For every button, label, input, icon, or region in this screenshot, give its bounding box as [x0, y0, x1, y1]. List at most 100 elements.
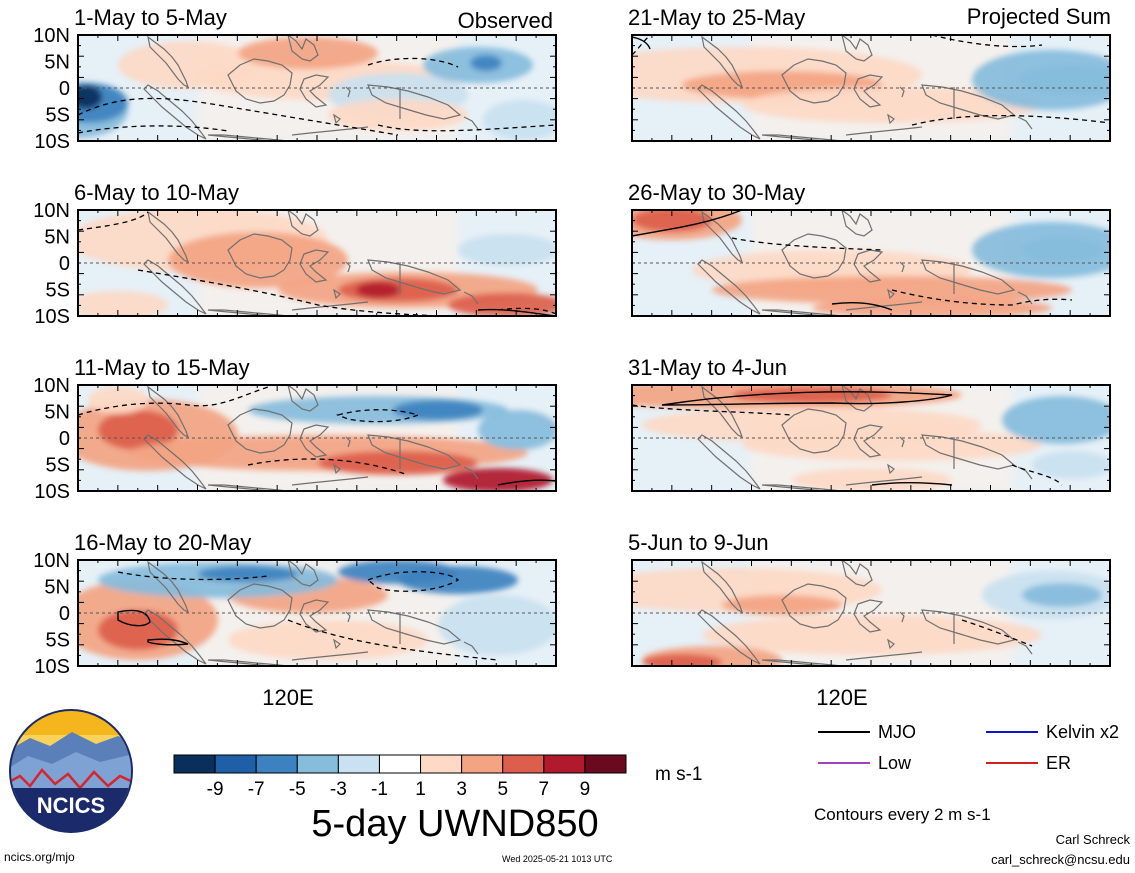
- mjo-contour: [831, 301, 893, 311]
- dashed-contour: [335, 409, 420, 423]
- panel-title: 16-May to 20-May: [74, 530, 251, 555]
- lat-label: 0: [59, 78, 70, 100]
- colorbar-segment: [255, 754, 298, 774]
- colorbar-tick-label: -5: [289, 779, 306, 800]
- lon-label-right: 120E: [816, 685, 867, 710]
- legend-label: ER: [1046, 753, 1071, 773]
- map-panel-projected-4: [631, 559, 1111, 667]
- panel-title: 26-May to 30-May: [628, 180, 805, 205]
- lat-label: 5S: [46, 630, 70, 652]
- dashed-contour: [78, 97, 399, 136]
- colorbar-segment: [420, 754, 463, 774]
- shading: [632, 47, 1110, 123]
- map-panel-observed-4: [77, 559, 557, 667]
- map-panel-projected-2: [631, 209, 1111, 317]
- colorbar-tick-label: 3: [456, 779, 467, 800]
- panel-title: 31-May to 4-Jun: [628, 355, 787, 380]
- map-panel-observed-2: [77, 209, 557, 317]
- colorbar-segment: [378, 754, 422, 774]
- lat-label: 10S: [34, 481, 70, 503]
- mjo-contour: [117, 609, 151, 627]
- lat-label: 5S: [46, 105, 70, 127]
- panel-title: 6-May to 10-May: [74, 180, 239, 205]
- map-panel-observed-1: [77, 34, 557, 142]
- footer-credits: Carl Schreck carl_schreck@ncsu.edu: [991, 830, 1130, 870]
- colorbar-tick-label: 5: [497, 779, 508, 800]
- dashed-contour: [377, 124, 556, 132]
- panel-title: 21-May to 25-May: [628, 5, 805, 30]
- dashed-contour: [632, 404, 793, 416]
- dashed-contour: [632, 35, 653, 56]
- dashed-contour: [287, 619, 499, 661]
- colorbar-segment: [502, 754, 545, 774]
- lat-label: 10N: [33, 25, 70, 47]
- footer-url: ncics.org/mjo: [4, 850, 75, 864]
- lat-label: 10N: [33, 200, 70, 222]
- lon-label-left: 120E: [262, 685, 313, 710]
- dashed-contour: [891, 289, 1073, 306]
- map-panel-observed-3: [77, 384, 557, 492]
- footer-email: carl_schreck@ncsu.edu: [991, 852, 1130, 867]
- footer-author: Carl Schreck: [1055, 832, 1130, 847]
- shading: [78, 386, 556, 491]
- legend-label: MJO: [878, 722, 916, 742]
- ncics-logo: NCICS: [9, 709, 133, 833]
- mjo-contour: [497, 479, 556, 486]
- colorbar-units: m s-1: [655, 764, 703, 785]
- colorbar-tick-label: -7: [248, 779, 265, 800]
- lat-label: 0: [59, 253, 70, 275]
- panel-title: 11-May to 15-May: [74, 355, 250, 380]
- shading: [632, 568, 1110, 666]
- colorbar-segment: [214, 754, 257, 774]
- colorbar-tick-label: -1: [371, 779, 388, 800]
- legend-label: Low: [878, 753, 912, 773]
- lat-label: 0: [59, 428, 70, 450]
- colorbar-segment: [461, 754, 504, 774]
- colorbar-tick-label: 1: [415, 779, 426, 800]
- lat-label: 5S: [46, 280, 70, 302]
- mjo-contour: [661, 391, 953, 406]
- projected-label: Projected Sum: [967, 4, 1111, 29]
- colorbar-tick-label: -3: [330, 779, 347, 800]
- dashed-contour: [911, 114, 1110, 126]
- colorbar: -9 -7 -5 -3 -1 1 3 5 7 9: [173, 754, 627, 800]
- logo-text: NCICS: [37, 793, 105, 818]
- colorbar-tick-label: 9: [580, 779, 591, 800]
- footer-timestamp: Wed 2025-05-21 1013 UTC: [502, 854, 613, 864]
- colorbar-segment: [296, 754, 339, 774]
- lat-label: 10N: [33, 375, 70, 397]
- shading: [78, 210, 556, 316]
- observed-label: Observed: [458, 8, 553, 33]
- lat-label: 5N: [44, 402, 70, 424]
- dashed-contour: [931, 35, 1043, 48]
- legend-label: Kelvin x2: [1046, 722, 1119, 742]
- lat-label: 5S: [46, 455, 70, 477]
- colorbar-segment: [173, 754, 216, 774]
- contour-legend: MJO Kelvin x2 Low ER: [818, 722, 1119, 773]
- dashed-contour: [367, 57, 459, 68]
- dashed-contour: [366, 571, 460, 592]
- dashed-contour: [1011, 464, 1063, 486]
- dashed-contour: [78, 386, 269, 416]
- lat-label: 10S: [34, 656, 70, 678]
- figure-title: 5-day UWND850: [311, 803, 598, 845]
- mjo-contour: [147, 638, 189, 646]
- mjo-contour: [871, 481, 953, 486]
- colorbar-tick-label: 7: [539, 779, 550, 800]
- map-panel-projected-1: [631, 34, 1111, 142]
- panel-title: 1-May to 5-May: [74, 5, 227, 30]
- shading: [78, 37, 556, 140]
- lat-label: 10N: [33, 550, 70, 572]
- lat-label: 5N: [44, 227, 70, 249]
- mjo-contour: [632, 210, 743, 237]
- map-panel-projected-3: [631, 384, 1111, 492]
- lat-label: 10S: [34, 306, 70, 328]
- colorbar-tick-label: -9: [207, 779, 224, 800]
- lat-label: 5N: [44, 52, 70, 74]
- panel-title: 5-Jun to 9-Jun: [628, 530, 769, 555]
- legend-note: Contours every 2 m s-1: [814, 805, 991, 824]
- colorbar-segment: [337, 754, 380, 774]
- lat-label: 10S: [34, 131, 70, 153]
